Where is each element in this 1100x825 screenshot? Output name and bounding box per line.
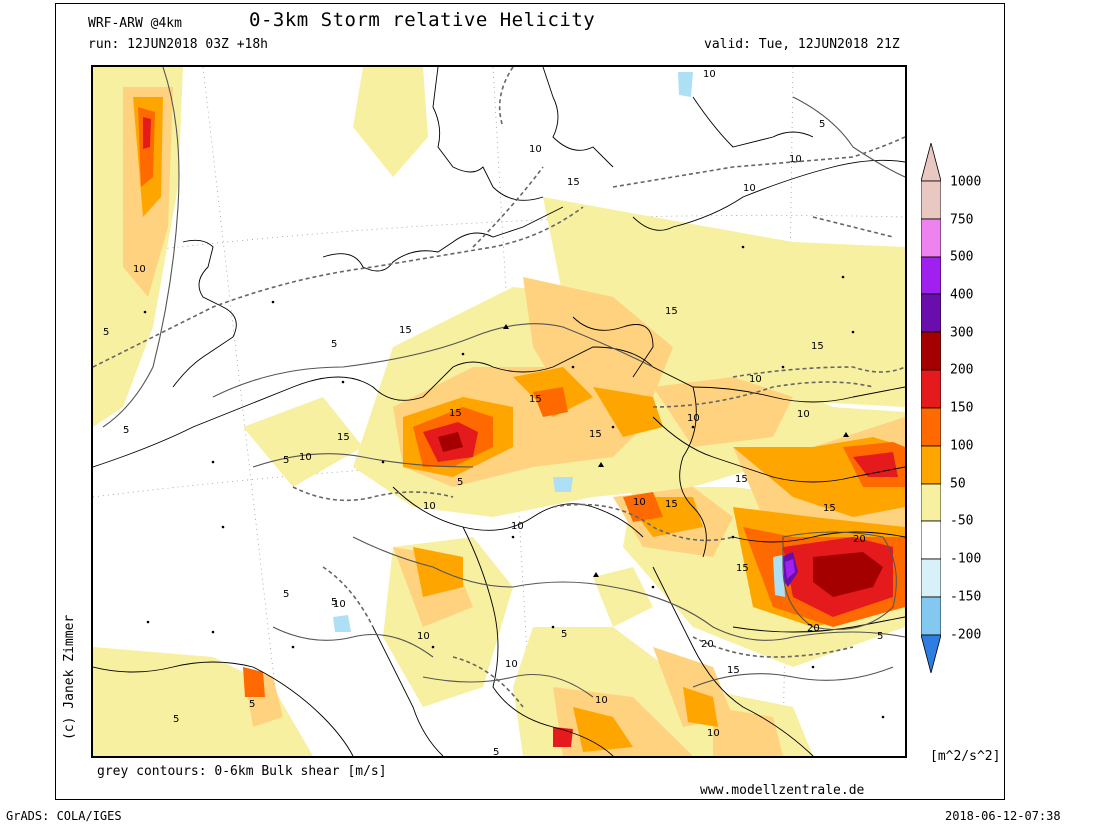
contour-label: 10 bbox=[511, 521, 524, 532]
valid-time: valid: Tue, 12JUN2018 21Z bbox=[704, 37, 900, 52]
contour-label: 15 bbox=[399, 325, 412, 336]
colorbar-label: 1000 bbox=[950, 174, 982, 190]
colorbar bbox=[921, 143, 941, 673]
contour-label: 10 bbox=[595, 695, 608, 706]
contour-label: 10 bbox=[703, 69, 716, 80]
colorbar-label: -100 bbox=[950, 551, 982, 567]
contour-label: 10 bbox=[333, 599, 346, 610]
contour-label: 15 bbox=[735, 474, 748, 485]
colorbar-label: 100 bbox=[950, 438, 974, 454]
contour-label: 10 bbox=[299, 452, 312, 463]
contour-label: 5 bbox=[493, 747, 499, 756]
contour-label: 10 bbox=[505, 659, 518, 670]
contour-label: 10 bbox=[707, 728, 720, 739]
contour-label: 10 bbox=[789, 154, 802, 165]
contour-legend: grey contours: 0-6km Bulk shear [m/s] bbox=[97, 764, 387, 779]
contour-label: 15 bbox=[665, 306, 678, 317]
colorbar-label: 750 bbox=[950, 212, 974, 228]
contour-label: 15 bbox=[529, 394, 542, 405]
contour-label: 10 bbox=[743, 183, 756, 194]
contour-label: 20 bbox=[701, 639, 714, 650]
contour-label: 15 bbox=[736, 563, 749, 574]
model-name: WRF-ARW @4km bbox=[88, 16, 182, 31]
contour-label: 5 bbox=[819, 119, 825, 130]
contour-label: 5 bbox=[331, 597, 337, 608]
helicity-negative-fill bbox=[333, 72, 785, 632]
contour-label: 5 bbox=[249, 699, 255, 710]
colorbar-label: 200 bbox=[950, 362, 974, 378]
helicity-400-500-fill bbox=[438, 432, 883, 597]
contour-label: 15 bbox=[567, 177, 580, 188]
colorbar-label: -200 bbox=[950, 627, 982, 643]
contour-label: 10 bbox=[133, 264, 146, 275]
colorbar-label: 400 bbox=[950, 287, 974, 303]
colorbar-label: 150 bbox=[950, 400, 974, 416]
colorbar-units: [m^2/s^2] bbox=[930, 749, 1001, 764]
contour-label: 10 bbox=[423, 501, 436, 512]
contour-label: 5 bbox=[561, 629, 567, 640]
software-credit: GrADS: COLA/IGES bbox=[6, 809, 122, 823]
contour-label: 5 bbox=[103, 327, 109, 338]
contour-labels: 10 5 5 15 5 15 15 15 15 10 10 10 15 10 5… bbox=[103, 69, 883, 756]
contour-label: 10 bbox=[529, 144, 542, 155]
generation-timestamp: 2018-06-12-07:38 bbox=[945, 809, 1061, 823]
contour-label: 15 bbox=[811, 341, 824, 352]
contour-label: 10 bbox=[417, 631, 430, 642]
chart-frame bbox=[55, 3, 1005, 800]
website-link[interactable]: www.modellzentrale.de bbox=[700, 783, 865, 798]
contour-label: 20 bbox=[853, 534, 866, 545]
contour-label: 5 bbox=[173, 714, 179, 725]
contour-label: 10 bbox=[633, 497, 646, 508]
contour-label: 15 bbox=[823, 503, 836, 514]
contour-label: 15 bbox=[589, 429, 602, 440]
colorbar-label: 500 bbox=[950, 249, 974, 265]
contour-label: 10 bbox=[687, 413, 700, 424]
contour-label: 5 bbox=[331, 339, 337, 350]
contour-label: 10 bbox=[797, 409, 810, 420]
helicity-map: 10 5 5 15 5 15 15 15 15 10 10 10 15 10 5… bbox=[91, 65, 907, 758]
contour-label: 5 bbox=[457, 477, 463, 488]
contour-label: 5 bbox=[283, 455, 289, 466]
contour-label: 5 bbox=[877, 631, 883, 642]
city-markers bbox=[143, 245, 885, 719]
colorbar-label: -150 bbox=[950, 589, 982, 605]
chart-title: 0-3km Storm relative Helicity bbox=[249, 9, 596, 31]
contour-label: 5 bbox=[123, 425, 129, 436]
contour-label: 15 bbox=[727, 665, 740, 676]
contour-label: 10 bbox=[749, 374, 762, 385]
colorbar-label: -50 bbox=[950, 513, 974, 529]
contour-label: 15 bbox=[449, 408, 462, 419]
contour-label: 15 bbox=[337, 432, 350, 443]
colorbar-label: 300 bbox=[950, 325, 974, 341]
helicity-500-plus-fill bbox=[781, 552, 798, 587]
author-credit: (c) Janek Zimmer bbox=[62, 614, 77, 740]
contour-label: 15 bbox=[665, 499, 678, 510]
run-info: run: 12JUN2018 03Z +18h bbox=[88, 37, 269, 52]
contour-label: 5 bbox=[283, 589, 289, 600]
contour-label: 20 bbox=[807, 623, 820, 634]
colorbar-label: 50 bbox=[950, 476, 966, 492]
